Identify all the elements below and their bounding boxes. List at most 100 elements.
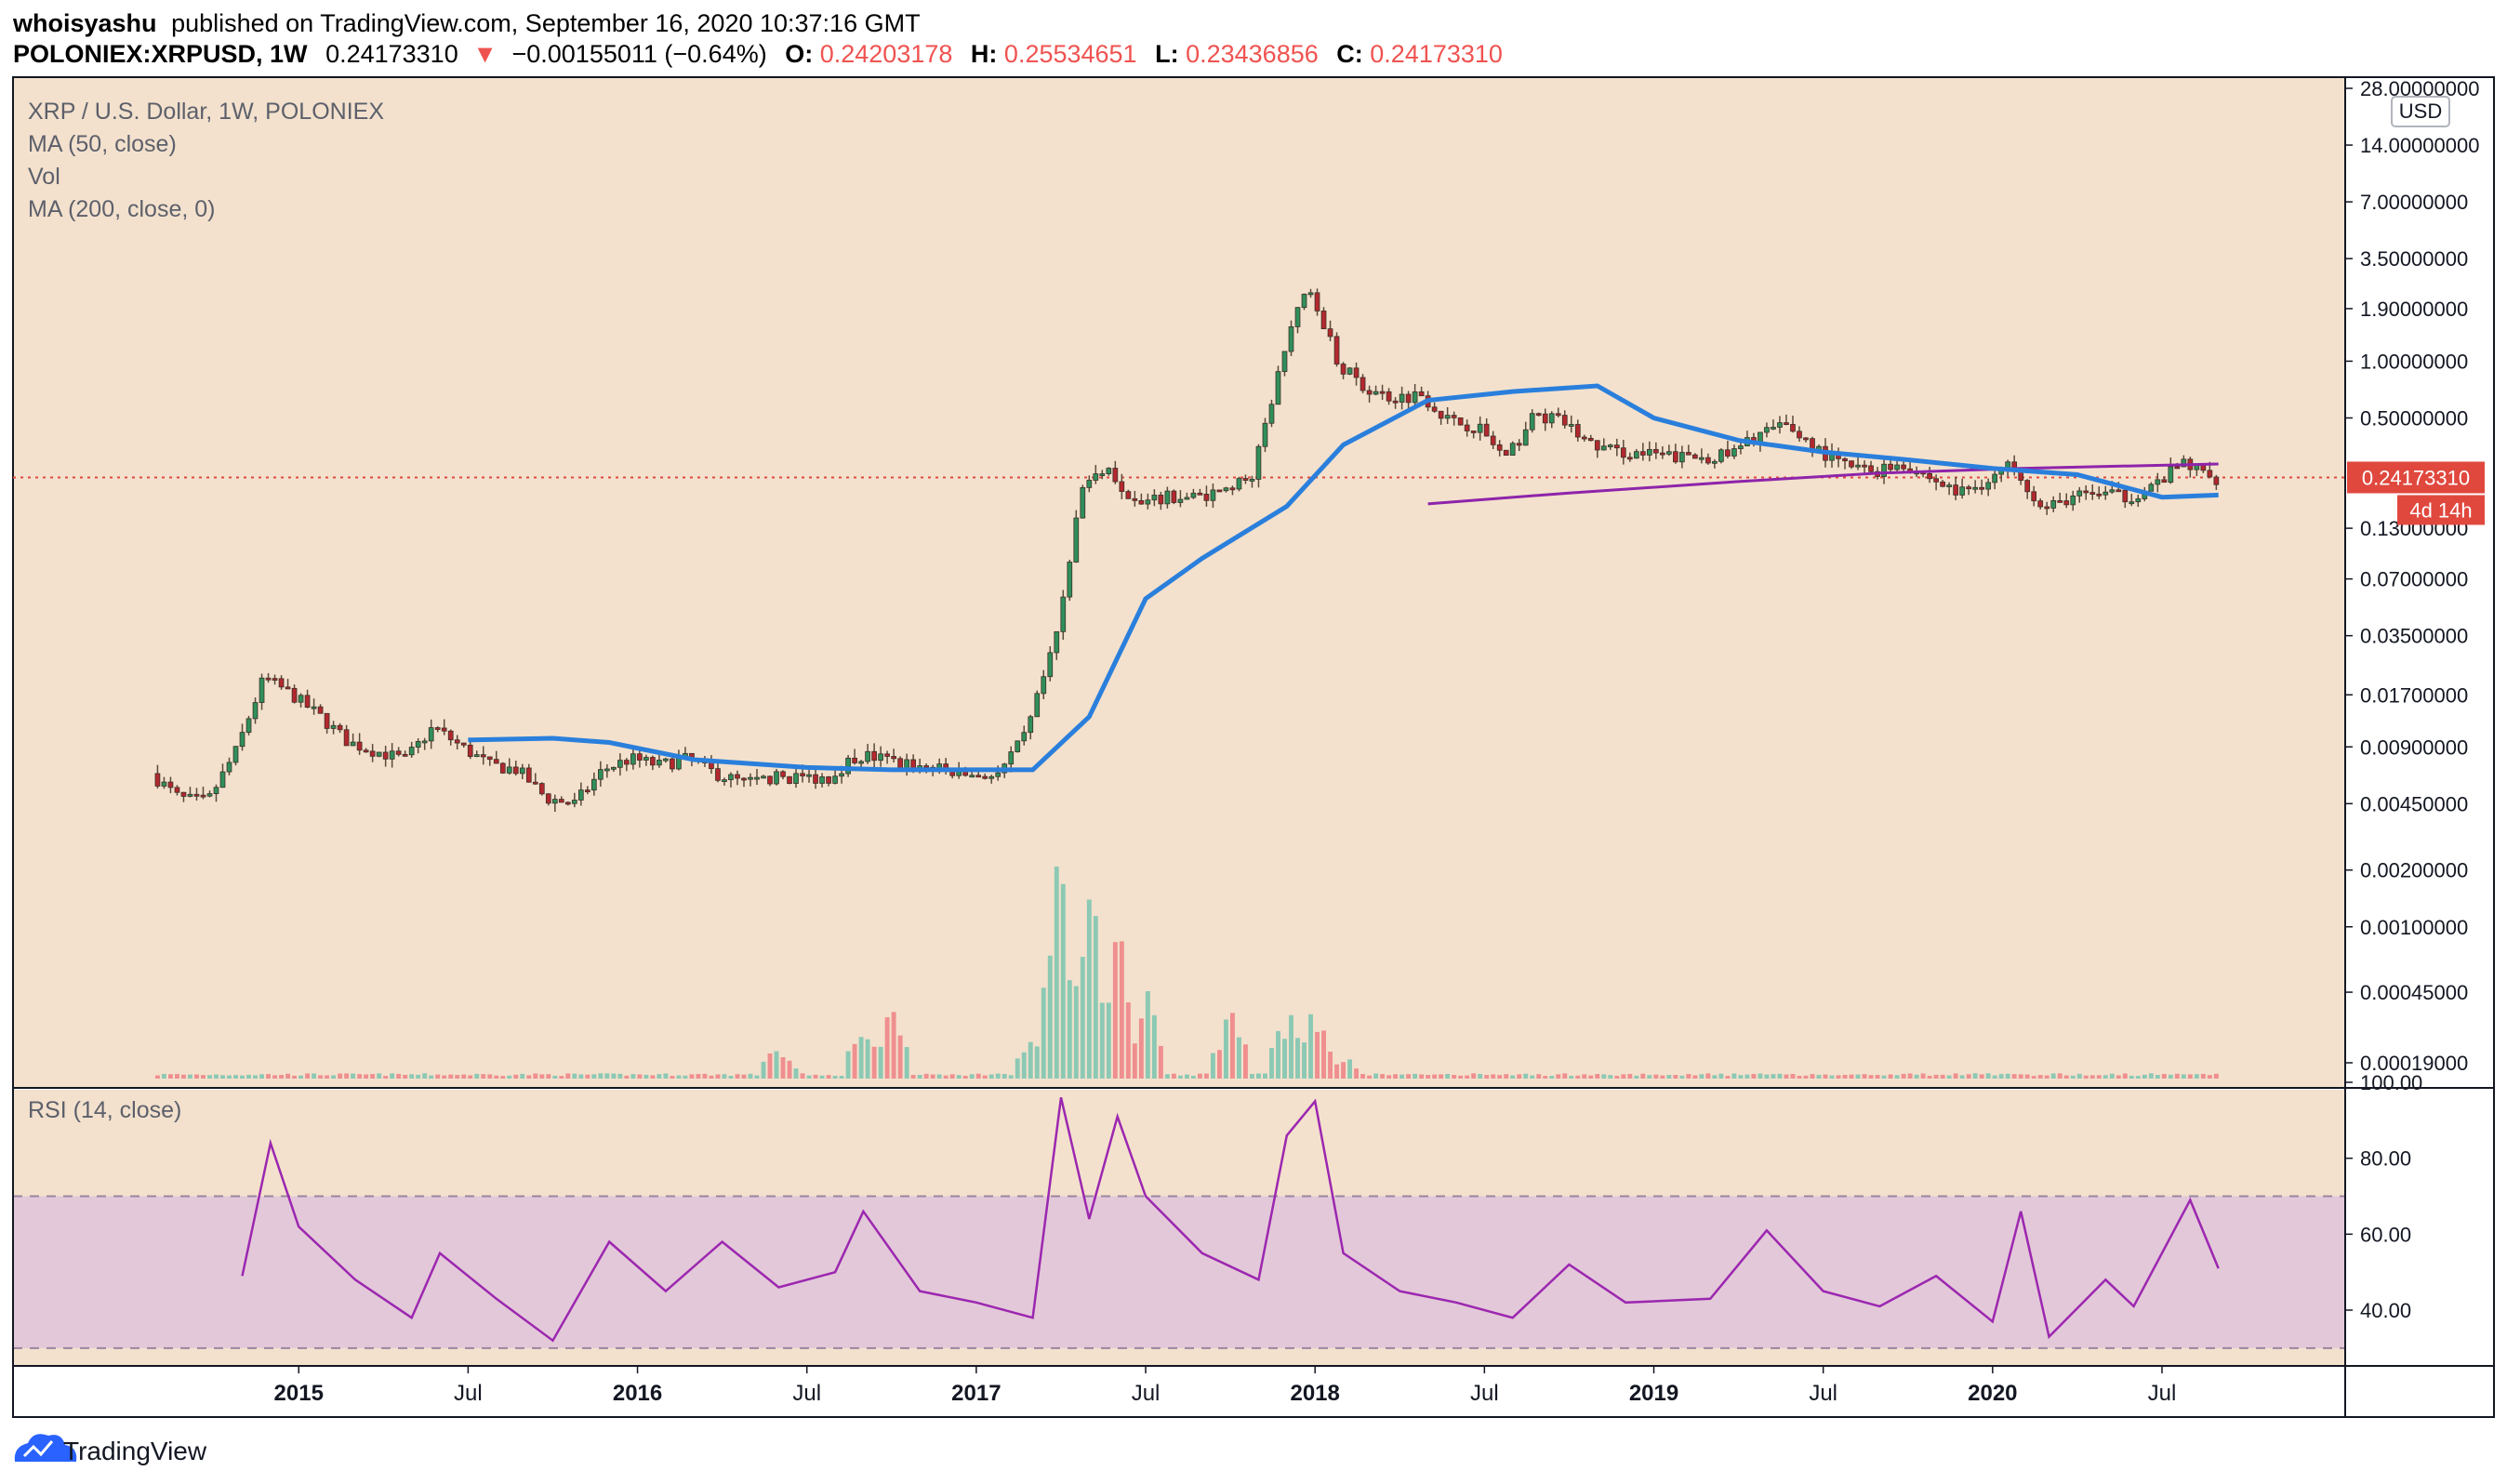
candle-body [2168, 466, 2174, 484]
price-tick-label: 0.50000000 [2360, 406, 2468, 430]
volume-bar [1093, 916, 1098, 1079]
volume-bar [819, 1075, 825, 1079]
volume-bar [1712, 1075, 1718, 1079]
candle-body [1008, 751, 1015, 765]
candle-body [1633, 451, 1639, 459]
volume-bar [1634, 1075, 1639, 1079]
volume-bar [1979, 1074, 1984, 1079]
currency-label: USD [2399, 99, 2442, 123]
candle-body [1673, 451, 1678, 463]
candle-body [1099, 473, 1106, 476]
volume-bar [1478, 1073, 1483, 1079]
candle-body [2122, 489, 2129, 503]
volume-bar [1666, 1075, 1672, 1079]
volume-bar [526, 1075, 532, 1079]
volume-bar [2116, 1075, 2121, 1079]
volume-bar [2037, 1075, 2043, 1079]
legend-title[interactable]: XRP / U.S. Dollar, 1W, POLONIEX [28, 99, 384, 125]
volume-bar [1784, 1074, 1789, 1079]
volume-bar [897, 1035, 903, 1079]
volume-bar [448, 1074, 454, 1079]
candle-body [1301, 293, 1307, 309]
candle-body [845, 757, 851, 775]
candle-body [624, 760, 630, 765]
currency-badge[interactable] [2391, 96, 2450, 127]
volume-bar [500, 1076, 506, 1079]
candle-body [1158, 495, 1164, 505]
volume-bar [1797, 1076, 1802, 1079]
volume-bar [1237, 1037, 1241, 1079]
candle-body [774, 771, 779, 785]
candle-body [1067, 562, 1073, 598]
candle-body [1405, 393, 1412, 404]
candle-body [2057, 500, 2063, 503]
volume-bar [318, 1075, 324, 1079]
candle-body [604, 768, 610, 772]
candle-body [213, 787, 219, 794]
volume-bar [409, 1074, 415, 1079]
volume-bar [1295, 1038, 1300, 1079]
candle-body [826, 776, 831, 784]
volume-bar [1933, 1074, 1939, 1079]
candle-body [1797, 431, 1802, 439]
candle-body [1529, 413, 1535, 431]
volume-bar [435, 1074, 441, 1079]
volume-bar [357, 1074, 363, 1079]
candle-body [1881, 463, 1887, 477]
volume-bar [1849, 1074, 1854, 1079]
volume-bar [520, 1073, 525, 1079]
candle-body [637, 753, 643, 761]
time-tick-label: 2018 [1290, 1381, 1339, 1406]
volume-bar [754, 1075, 760, 1079]
candle-body [2070, 495, 2076, 506]
volume-bar [1758, 1073, 1763, 1079]
legend-rsi[interactable]: RSI (14, close) [28, 1097, 181, 1123]
candle-body [1294, 307, 1301, 327]
candle-body [1972, 486, 1978, 490]
volume-bar [188, 1074, 192, 1079]
candle-body [356, 741, 363, 751]
candle-body [1639, 451, 1646, 456]
volume-bar [1692, 1075, 1698, 1079]
legend-ma200[interactable]: MA (200, close, 0) [28, 196, 215, 222]
candle-body [728, 774, 734, 780]
candle-body [1314, 292, 1320, 311]
candle-body [878, 753, 883, 762]
volume-bar [1855, 1074, 1861, 1079]
candle-body [1842, 457, 1848, 462]
candle-body [852, 757, 857, 763]
tradingview-logo[interactable]: TradingView [14, 1434, 207, 1465]
candle-body [2155, 479, 2161, 485]
candle-body [584, 789, 590, 793]
volume-bar [1439, 1074, 1444, 1079]
candle-body [2089, 492, 2096, 495]
volume-bar [663, 1073, 669, 1079]
rsi-tick-label: 80.00 [2360, 1147, 2411, 1171]
candle-body [663, 758, 669, 762]
volume-bar [1953, 1073, 1958, 1079]
volume-bar [1621, 1074, 1626, 1079]
volume-bar [2155, 1074, 2160, 1079]
close-value: 0.24173310 [1370, 40, 1503, 68]
volume-bar [988, 1074, 994, 1079]
volume-bar [852, 1043, 857, 1079]
volume-bar [292, 1075, 298, 1079]
volume-bar [1875, 1075, 1880, 1079]
volume-bar [1686, 1074, 1691, 1079]
candle-body [1574, 424, 1581, 438]
volume-bar [2050, 1073, 2056, 1079]
volume-bar [813, 1074, 818, 1079]
volume-bar [1263, 1073, 1267, 1079]
legend-ma50[interactable]: MA (50, close) [28, 131, 177, 157]
volume-bar [1927, 1075, 1932, 1079]
symbol-line: POLONIEX:XRPUSD, 1W 0.24173310 ▼ −0.0015… [13, 40, 1503, 68]
legend-vol[interactable]: Vol [28, 164, 60, 190]
candle-body [1764, 427, 1770, 433]
author[interactable]: whoisyashu [12, 9, 157, 37]
volume-bar [1125, 1001, 1131, 1079]
candle-body [1262, 422, 1268, 447]
candle-body [657, 760, 662, 766]
candle-body [1086, 480, 1093, 488]
candle-body [1164, 490, 1171, 505]
volume-bar [728, 1075, 734, 1079]
